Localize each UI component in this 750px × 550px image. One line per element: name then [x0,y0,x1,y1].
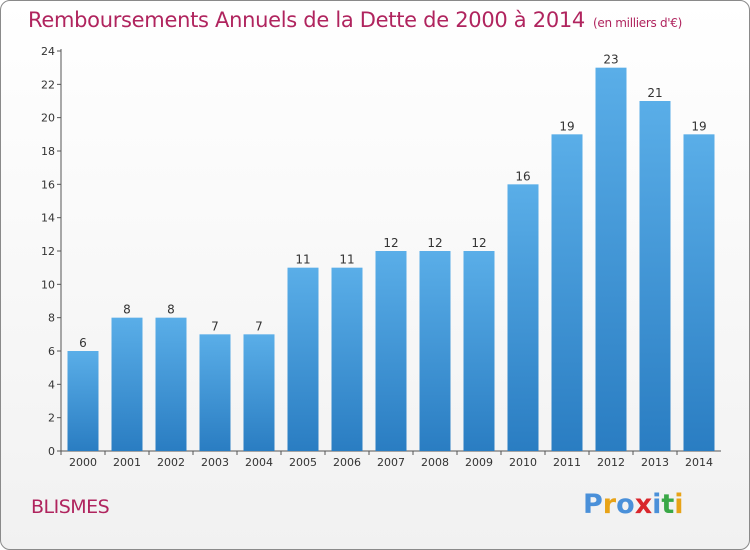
y-tick-label: 20 [41,112,55,125]
proxiti-logo: Proxiti [583,489,684,520]
logo-letter: x [634,489,653,520]
x-tick-label-2000: 2000 [69,456,97,469]
data-label-2013: 21 [647,86,662,100]
bar-2008 [419,251,451,451]
logo-letter: t [661,489,675,520]
logo-letter: o [616,489,635,520]
x-tick-label-2002: 2002 [157,456,185,469]
bar-2000 [67,351,99,451]
x-tick-label-2014: 2014 [685,456,713,469]
bar-2009 [463,251,495,451]
x-tick-label-2001: 2001 [113,456,141,469]
y-tick-label: 16 [41,178,55,191]
bar-2006 [331,267,363,451]
x-tick-label-2013: 2013 [641,456,669,469]
data-label-2011: 19 [559,119,574,133]
chart-title: Remboursements Annuels de la Dette de 20… [28,8,682,32]
data-label-2014: 19 [691,119,706,133]
logo-letter: r [602,489,617,520]
bar-2013 [639,101,671,451]
logo-letter: P [583,489,603,520]
y-tick-label: 18 [41,145,55,158]
y-tick-label: 14 [41,212,55,225]
y-tick-label: 22 [41,78,55,91]
data-label-2002: 8 [167,303,175,317]
data-label-2009: 12 [471,236,486,250]
x-tick-label-2007: 2007 [377,456,405,469]
x-tick-label-2010: 2010 [509,456,537,469]
logo-letter: i [652,489,662,520]
bar-2011 [551,134,583,452]
y-tick-label: 8 [48,312,55,325]
data-label-2004: 7 [255,319,263,333]
bar-2001 [111,317,143,451]
x-tick-label-2006: 2006 [333,456,361,469]
logo-letter: i [674,489,684,520]
bar-2002 [155,317,187,451]
bar-2005 [287,267,319,451]
y-tick-label: 12 [41,245,55,258]
data-label-2008: 12 [427,236,442,250]
x-tick-label-2009: 2009 [465,456,493,469]
x-tick-label-2012: 2012 [597,456,625,469]
bar-2007 [375,251,407,451]
y-tick-label: 10 [41,278,55,291]
data-label-2010: 16 [515,169,530,183]
x-tick-label-2011: 2011 [553,456,581,469]
y-tick-label: 2 [48,412,55,425]
x-tick-label-2004: 2004 [245,456,273,469]
x-tick-label-2003: 2003 [201,456,229,469]
commune-name: BLISMES [31,496,110,518]
chart-title-text: Remboursements Annuels de la Dette de 20… [28,8,585,32]
data-label-2001: 8 [123,303,131,317]
y-tick-label: 24 [41,45,55,58]
y-tick-label: 0 [48,445,55,458]
data-label-2012: 23 [603,53,618,67]
data-label-2007: 12 [383,236,398,250]
y-tick-label: 4 [48,378,55,391]
data-label-2000: 6 [79,336,87,350]
data-label-2003: 7 [211,319,219,333]
bar-2004 [243,334,275,451]
data-label-2006: 11 [339,253,354,267]
bar-2014 [683,134,715,452]
bar-2010 [507,184,539,452]
y-tick-label: 6 [48,345,55,358]
bar-2012 [595,67,627,452]
bar-2003 [199,334,231,451]
x-tick-label-2008: 2008 [421,456,449,469]
data-label-2005: 11 [295,253,310,267]
x-tick-label-2005: 2005 [289,456,317,469]
chart-subtitle: (en milliers d'€) [593,16,683,30]
